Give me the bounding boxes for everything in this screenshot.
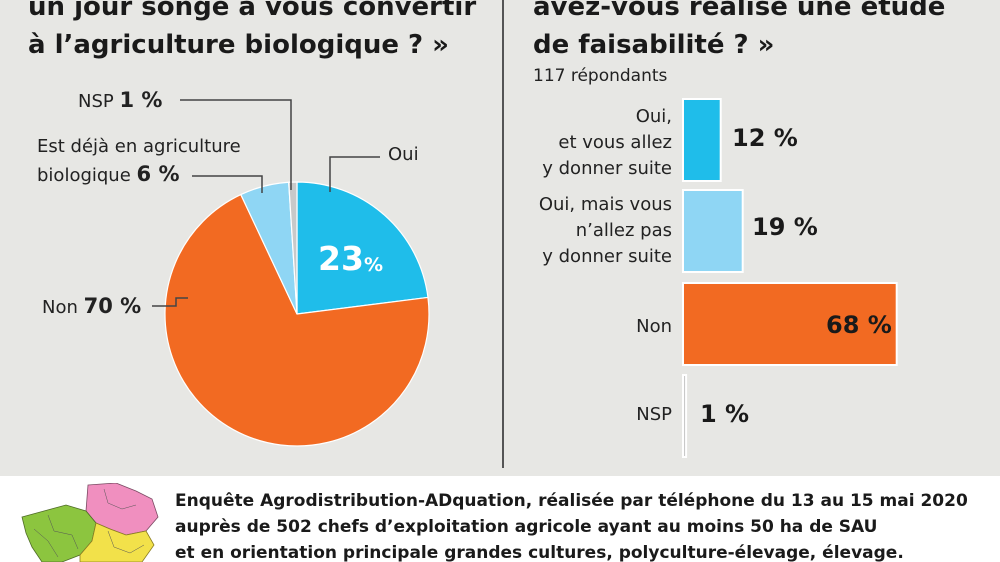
pie-slices — [164, 181, 430, 447]
map-dept-border-4 — [33, 528, 59, 558]
bar-label-oui-pas: Oui, mais vous n’allez pas y donner suit… — [502, 192, 672, 270]
pie-slice-non — [164, 193, 430, 447]
leader-line-oui — [329, 156, 380, 192]
bar-label-oui-pas-line3: y donner suite — [542, 246, 672, 267]
bar-oui_suite — [682, 98, 722, 182]
pie-label-non: Non 70 % — [42, 294, 141, 318]
pie-slice-oui — [296, 181, 429, 315]
bar-nsp — [682, 374, 688, 458]
right-title-line1: avez-vous réalisé une étude — [533, 0, 946, 22]
map-dept-border-2 — [47, 514, 79, 550]
left-title-line2: à l’agriculture biologique ? » — [28, 30, 449, 60]
bar-non — [682, 282, 898, 366]
footer-text: Enquête Agrodistribution-ADquation, réal… — [175, 488, 968, 562]
footer-line3: et en orientation principale grandes cul… — [175, 543, 904, 562]
leader-line-non — [152, 297, 188, 307]
bar-label-oui-suite-line1: Oui, — [635, 106, 672, 127]
bar-label-oui-pas-line2: n’allez pas — [575, 220, 672, 241]
bar-label-oui-suite: Oui, et vous allez y donner suite — [502, 104, 672, 182]
footer — [0, 476, 1000, 562]
pie-leader-lines — [152, 99, 380, 307]
bar-value-oui-suite: 12 % — [732, 124, 798, 152]
footer-line1: Enquête Agrodistribution-ADquation, réal… — [175, 491, 968, 511]
respondents-count: 117 répondants — [533, 66, 668, 86]
map-region-centre — [79, 522, 155, 562]
bar-value-nsp: 1 % — [700, 400, 750, 428]
pie-label-deja-line1: Est déjà en agriculture — [37, 136, 241, 157]
map-dept-border-3 — [107, 530, 145, 554]
left-title-line1: un jour songé à vous convertir — [28, 0, 477, 22]
pie-slice-nsp — [288, 181, 298, 315]
pie-value-nsp: 1 % — [119, 88, 163, 112]
bar-chart — [682, 98, 898, 458]
footer-line2: auprès de 502 chefs d’exploitation agric… — [175, 517, 878, 537]
pie-chart: 23 % — [152, 99, 430, 447]
bar-value-oui-pas: 19 % — [752, 213, 818, 241]
bar-value-non: 68 % — [826, 311, 892, 339]
pie-label-non-text: Non — [42, 297, 78, 318]
pie-label-deja-line2: biologique 6 % — [37, 162, 180, 186]
leader-line-nsp — [180, 99, 292, 190]
map-department-borders — [33, 488, 145, 558]
bar-label-oui-suite-line2: et vous allez — [558, 132, 672, 153]
leader-line-deja — [192, 175, 263, 193]
bar-label-non: Non — [502, 314, 672, 340]
bar-label-nsp-line1: NSP — [636, 404, 672, 425]
pie-label-deja-text: biologique — [37, 165, 131, 186]
pie-value-deja: 6 % — [136, 162, 180, 186]
pie-label-oui: Oui — [388, 144, 419, 165]
pie-label-nsp: NSP 1 % — [78, 88, 162, 112]
right-title-line2: de faisabilité ? » — [533, 30, 775, 60]
pie-label-nsp-text: NSP — [78, 91, 114, 112]
bar-label-non-line1: Non — [636, 316, 672, 337]
pie-value-oui: 23 — [318, 239, 364, 278]
pie-unit-oui: % — [364, 254, 383, 276]
panel-divider — [502, 0, 504, 468]
france-map — [21, 483, 159, 562]
bar-label-nsp: NSP — [502, 402, 672, 428]
bars — [682, 98, 898, 458]
bar-label-oui-pas-line1: Oui, mais vous — [538, 194, 672, 215]
map-dept-border-1 — [103, 488, 137, 510]
bar-oui_pas — [682, 189, 744, 273]
pie-value-non: 70 % — [83, 294, 142, 318]
bar-label-oui-suite-line3: y donner suite — [542, 158, 672, 179]
